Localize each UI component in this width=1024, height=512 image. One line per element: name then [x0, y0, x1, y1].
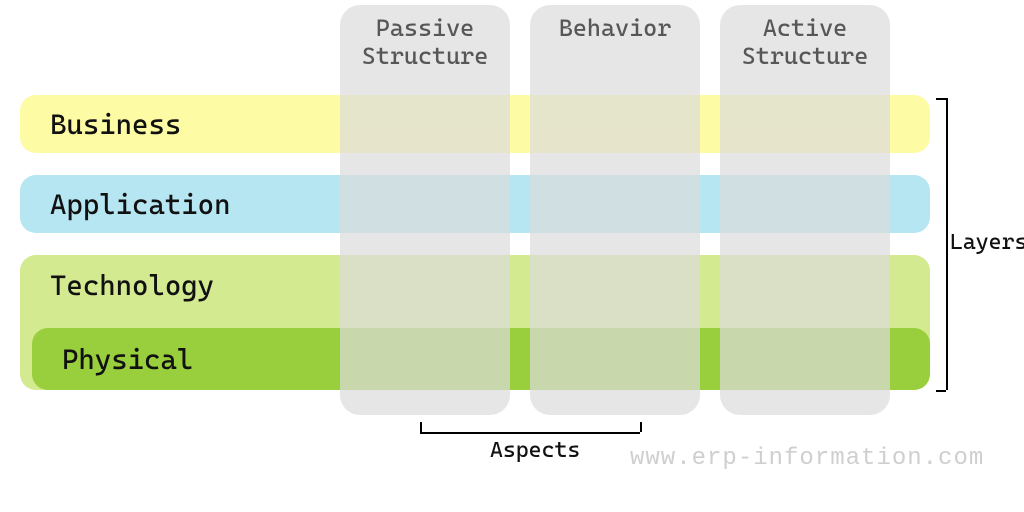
column-label-line: Passive	[340, 15, 510, 43]
column-label-line: Structure	[340, 43, 510, 71]
column-label-line: Active	[720, 15, 890, 43]
aspects-bracket-horizontal	[420, 432, 640, 434]
column-label-line: Behavior	[530, 15, 700, 43]
aspects-bracket-left-tick	[420, 422, 422, 432]
column-label-line: Structure	[720, 43, 890, 71]
column-behavior: Behavior	[530, 5, 700, 415]
layers-bracket-top-tick	[936, 98, 946, 100]
layers-bracket-vertical	[946, 98, 948, 390]
column-active-structure: Active Structure	[720, 5, 890, 415]
column-passive-structure: Passive Structure	[340, 5, 510, 415]
layers-bracket-bottom-tick	[936, 390, 946, 392]
aspects-bracket-right-tick	[640, 422, 642, 432]
layer-label: Business	[50, 108, 181, 141]
layers-label: Layers	[950, 230, 1024, 255]
layer-label: Application	[50, 188, 230, 221]
aspects-label: Aspects	[490, 438, 580, 463]
diagram-canvas: Business Application Technology Physical…	[0, 0, 1024, 512]
layer-label: Technology	[50, 269, 214, 302]
layer-label: Physical	[62, 343, 193, 376]
watermark-text: www.erp-information.com	[630, 445, 984, 472]
